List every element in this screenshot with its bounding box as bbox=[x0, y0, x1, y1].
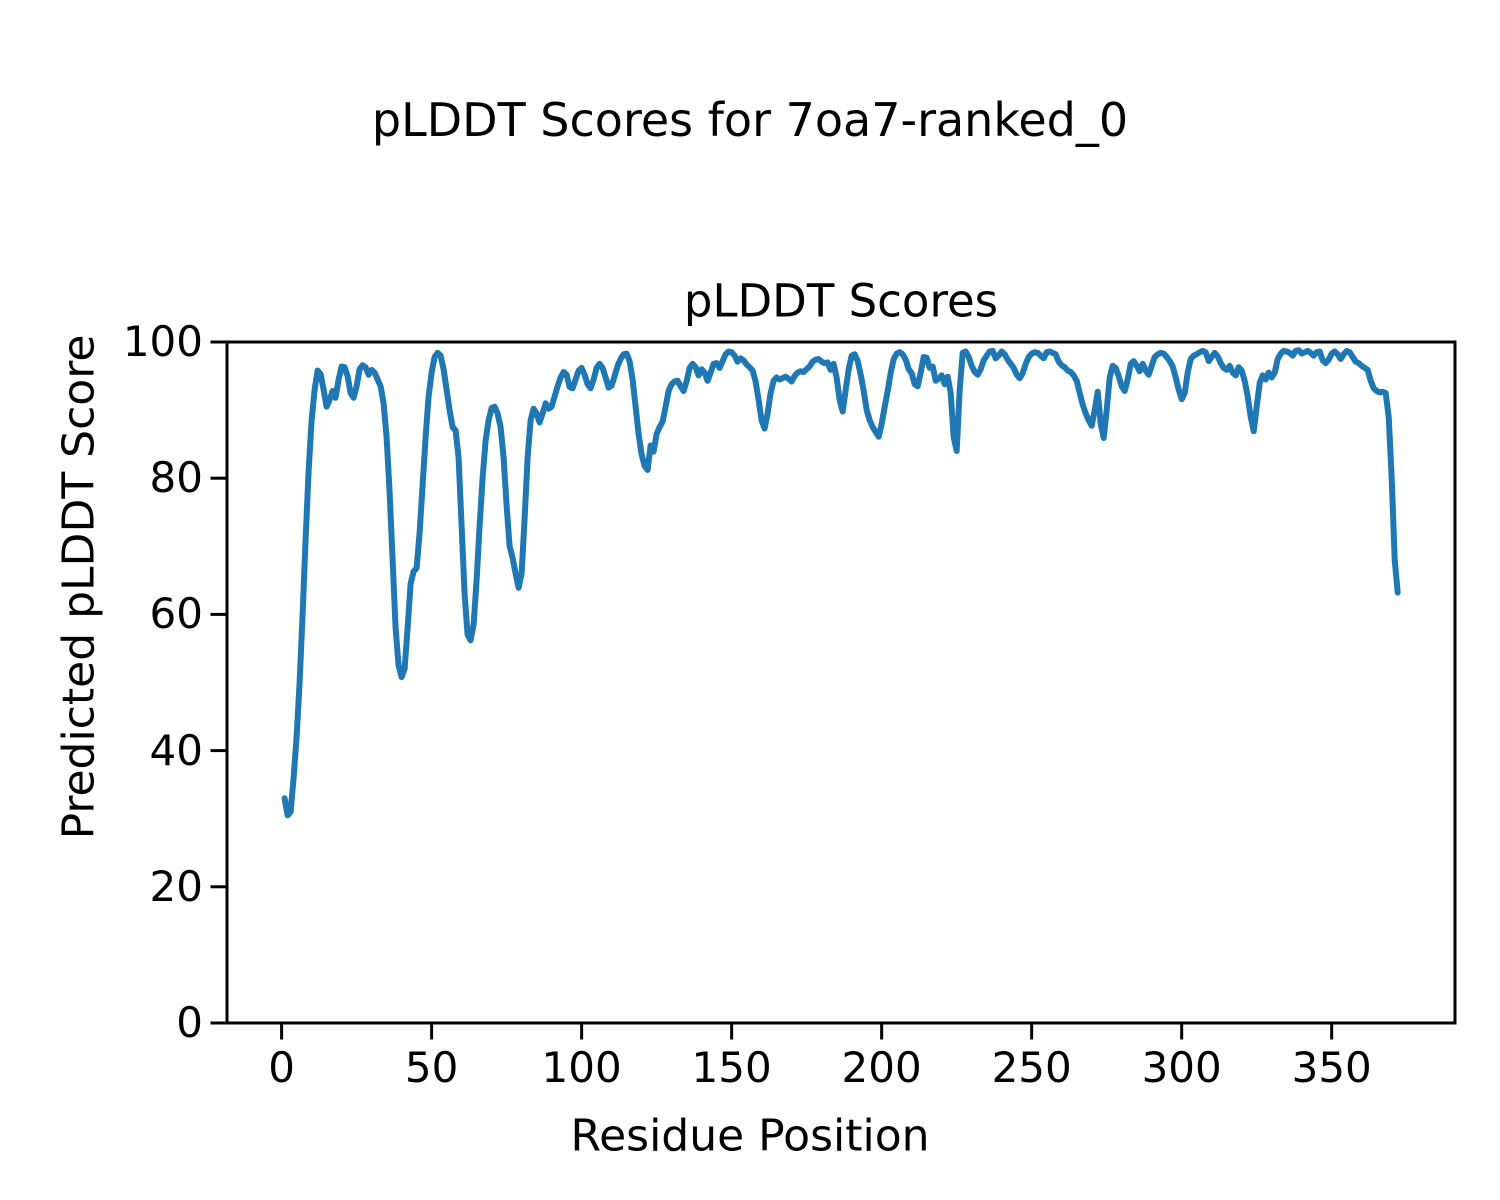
x-axis-label: Residue Position bbox=[570, 1110, 930, 1162]
x-tick-label: 150 bbox=[691, 1043, 772, 1092]
axes-spines bbox=[225, 340, 1457, 1025]
axes-title: pLDDT Scores bbox=[683, 274, 999, 328]
x-tick-label: 50 bbox=[404, 1043, 459, 1092]
y-tick-label: 80 bbox=[149, 453, 203, 503]
y-tick-label: 60 bbox=[149, 589, 203, 639]
x-tick-label: 350 bbox=[1291, 1043, 1372, 1092]
plddt-line bbox=[281, 347, 1401, 819]
y-axis-label: Predicted pLDDT Score bbox=[53, 334, 105, 840]
x-tick-label: 0 bbox=[268, 1043, 295, 1092]
x-tick-label: 300 bbox=[1141, 1043, 1222, 1092]
y-tick-label: 20 bbox=[149, 861, 203, 911]
y-tick-label: 100 bbox=[122, 317, 203, 366]
x-tick-label: 100 bbox=[541, 1043, 622, 1092]
figure-title: pLDDT Scores for 7oa7-ranked_0 bbox=[371, 93, 1129, 147]
y-tick-label: 40 bbox=[149, 725, 203, 775]
y-tick-label: 0 bbox=[176, 998, 203, 1047]
x-tick-label: 200 bbox=[841, 1043, 922, 1092]
x-tick-label: 250 bbox=[991, 1043, 1072, 1092]
